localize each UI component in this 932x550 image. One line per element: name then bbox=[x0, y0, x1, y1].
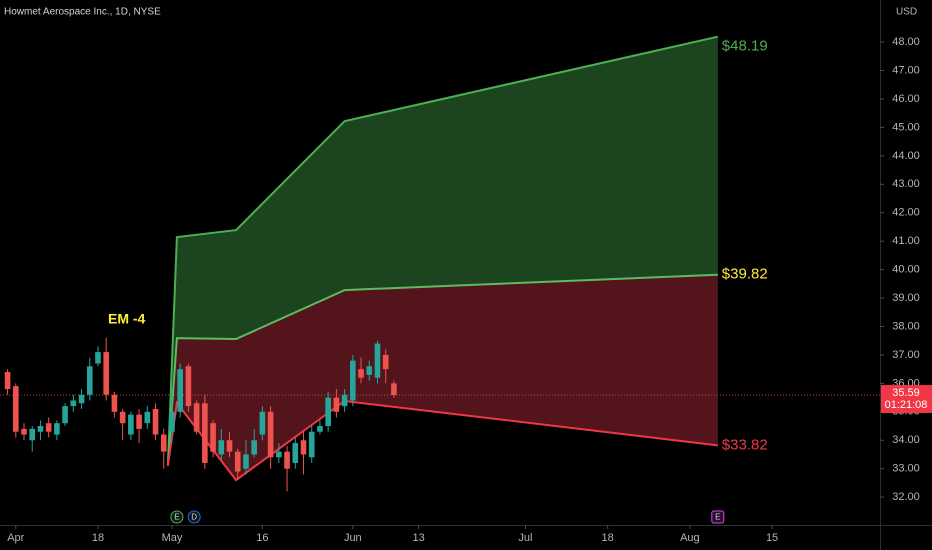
currency: USD bbox=[896, 7, 917, 18]
candle-body bbox=[95, 352, 101, 364]
candle-body bbox=[29, 428, 36, 441]
candle-body bbox=[62, 406, 68, 424]
candle-body bbox=[234, 451, 241, 472]
band-fill bbox=[167, 36, 718, 466]
event-label: E bbox=[174, 513, 179, 522]
candle-body bbox=[103, 352, 110, 395]
candle-body bbox=[341, 394, 348, 407]
event-marker bbox=[187, 510, 201, 524]
candle-body bbox=[226, 440, 233, 452]
y-tick-label: 47.00 bbox=[892, 64, 920, 76]
candle-body bbox=[152, 408, 159, 435]
candle-body bbox=[54, 423, 60, 435]
band-line bbox=[166, 35, 719, 466]
y-tick-label: 44.00 bbox=[892, 150, 920, 162]
candle-body bbox=[292, 443, 299, 464]
y-tick-label: 45.00 bbox=[892, 121, 920, 133]
candle-body bbox=[391, 383, 397, 396]
x-tick-label: 13 bbox=[412, 532, 424, 544]
x-tick-label: 18 bbox=[92, 532, 104, 544]
candle-body bbox=[276, 451, 282, 458]
x-tick-label: Aug bbox=[680, 532, 700, 544]
candle-body bbox=[300, 440, 307, 455]
y-tick-label: 33.00 bbox=[892, 463, 920, 475]
candle-body bbox=[366, 366, 373, 375]
y-tick-label: 34.00 bbox=[892, 434, 920, 446]
candle-body bbox=[4, 371, 11, 390]
candle-body bbox=[21, 428, 27, 435]
candle-body bbox=[86, 366, 93, 395]
y-tick-label: 37.00 bbox=[892, 349, 920, 361]
event-marker bbox=[170, 510, 184, 524]
candle-body bbox=[37, 426, 44, 432]
candle-body bbox=[317, 426, 323, 432]
y-tick-label: 42.00 bbox=[892, 207, 920, 219]
candle-body bbox=[251, 440, 257, 455]
last-price-tag bbox=[881, 385, 932, 414]
candle-body bbox=[177, 369, 183, 412]
y-tick-label: 41.00 bbox=[892, 235, 920, 247]
x-tick-label: 16 bbox=[256, 532, 268, 544]
candle-body bbox=[185, 366, 192, 407]
candle-body bbox=[267, 411, 274, 458]
candle-body bbox=[333, 397, 340, 412]
candle-body bbox=[144, 411, 151, 424]
candle-body bbox=[202, 403, 208, 464]
candle-body bbox=[350, 360, 356, 401]
y-tick-label: 43.00 bbox=[892, 178, 920, 190]
candle-body bbox=[111, 394, 118, 412]
candle-body bbox=[128, 414, 134, 435]
candle-body bbox=[119, 411, 126, 424]
x-tick-label: Jul bbox=[518, 532, 532, 544]
band-end-label: $33.82 bbox=[722, 436, 768, 453]
x-tick-label: 18 bbox=[602, 532, 614, 544]
y-tick-label: 38.00 bbox=[892, 320, 920, 332]
candle-body bbox=[45, 423, 52, 432]
countdown: 01:21:08 bbox=[885, 399, 928, 411]
candle-body bbox=[78, 394, 85, 404]
candle-body bbox=[374, 343, 381, 378]
candle-body bbox=[325, 397, 331, 427]
x-tick-label: 15 bbox=[766, 532, 778, 544]
y-tick-label: 46.00 bbox=[892, 93, 920, 105]
y-tick-label: 48.00 bbox=[892, 36, 920, 48]
candle-body bbox=[243, 454, 249, 469]
candle-body bbox=[382, 354, 389, 370]
candle-body bbox=[259, 411, 266, 435]
y-tick-label: 39.00 bbox=[892, 292, 920, 304]
band-line bbox=[166, 273, 718, 466]
candle-body bbox=[358, 369, 364, 378]
y-tick-label: 32.00 bbox=[892, 491, 920, 503]
x-tick-label: Jun bbox=[344, 532, 362, 544]
y-tick-label: 40.00 bbox=[892, 264, 920, 276]
candle-body bbox=[169, 411, 175, 432]
band-end-label: $48.19 bbox=[722, 38, 768, 55]
x-tick-label: Apr bbox=[7, 532, 24, 544]
last-price-label: 35.59 bbox=[892, 387, 920, 399]
chart-title: Howmet Aerospace Inc., 1D, NYSE bbox=[4, 7, 161, 18]
candle-body bbox=[284, 451, 290, 469]
candle-body bbox=[70, 400, 77, 407]
candle-body bbox=[12, 386, 19, 432]
event-label: D bbox=[191, 513, 197, 522]
annotation: EM -4 bbox=[108, 311, 146, 327]
x-tick-label: May bbox=[162, 532, 183, 544]
candle-body bbox=[136, 414, 142, 429]
event-label: E bbox=[715, 513, 720, 522]
candle-body bbox=[210, 423, 216, 452]
band-end-label: $39.82 bbox=[722, 266, 768, 283]
event-marker bbox=[711, 510, 725, 524]
candle-body bbox=[160, 434, 167, 452]
candle-body bbox=[308, 431, 315, 458]
candle-body bbox=[193, 403, 200, 432]
candle-body bbox=[218, 440, 225, 455]
